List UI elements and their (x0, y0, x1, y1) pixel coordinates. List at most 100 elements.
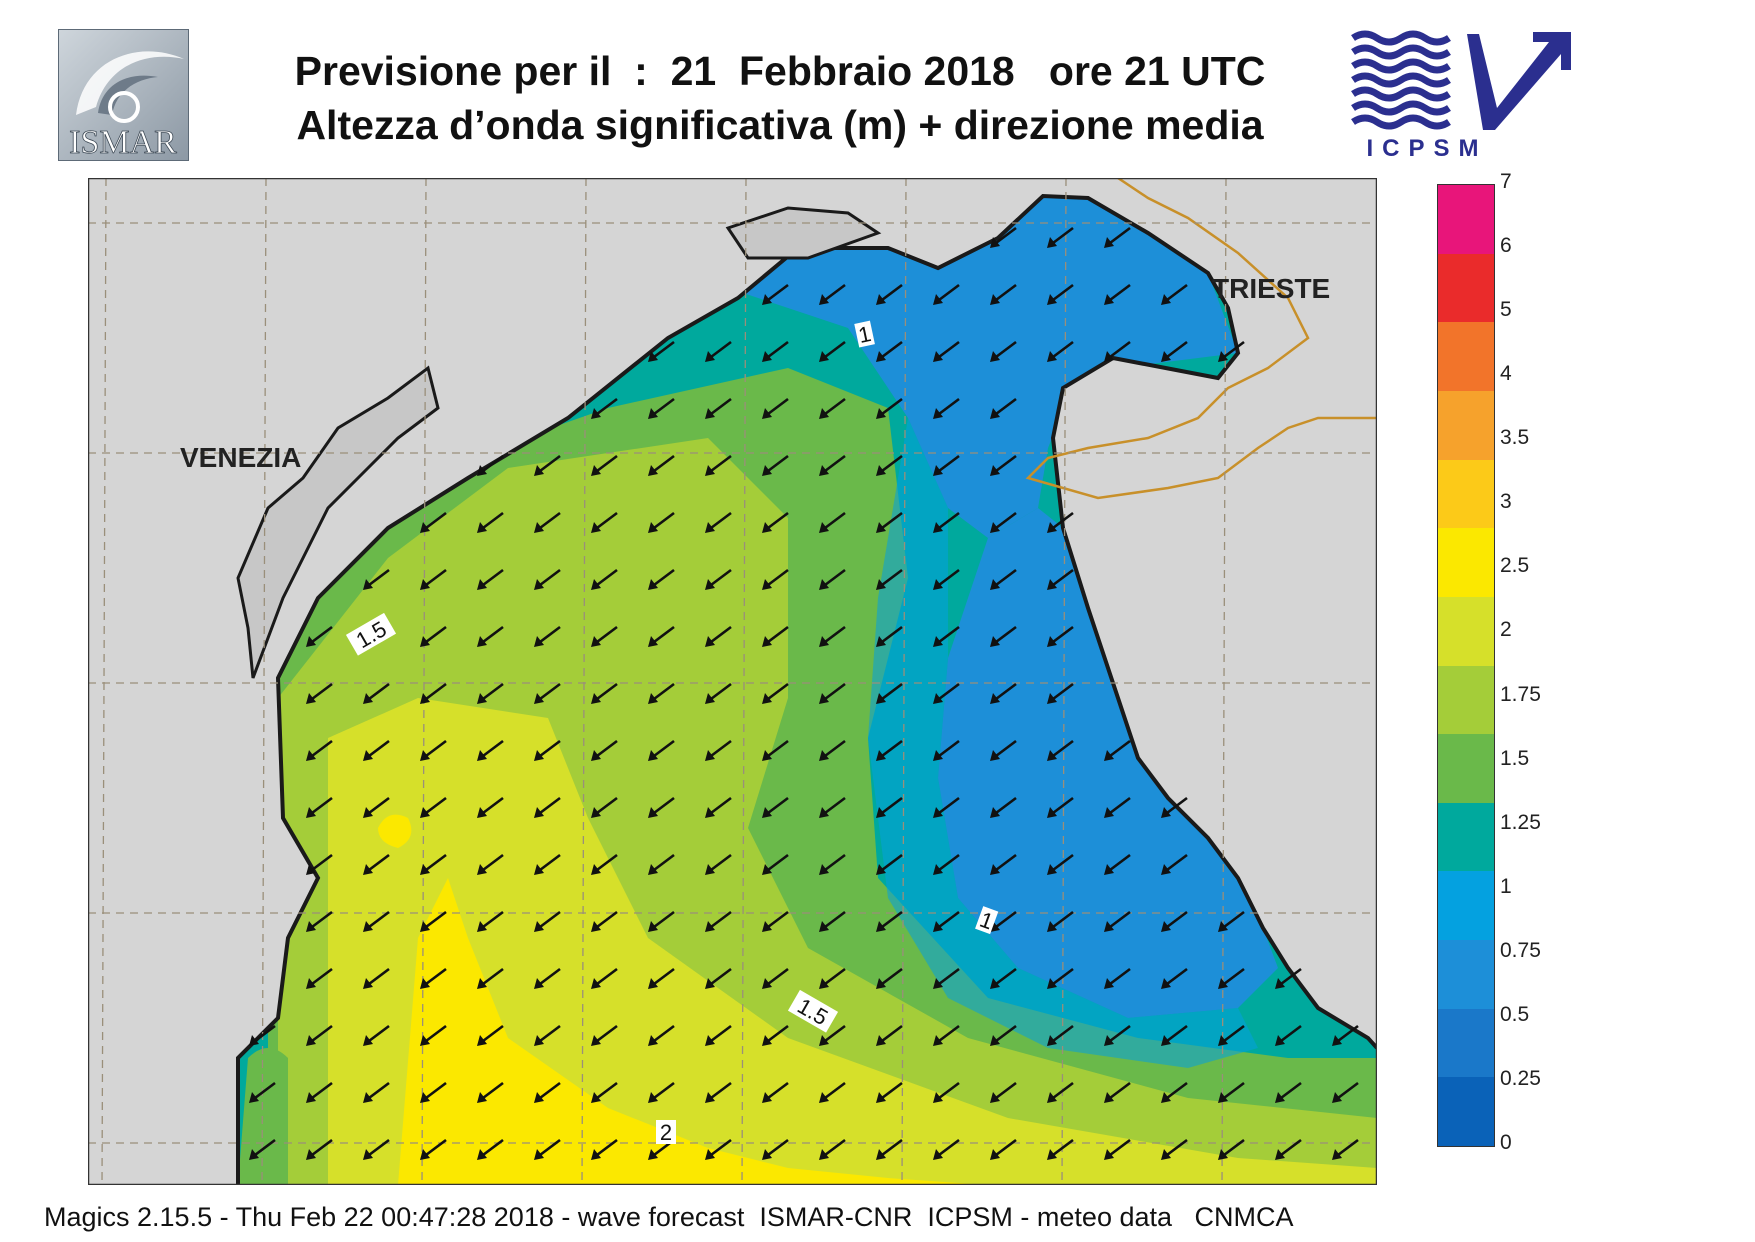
direction-arrow (876, 625, 903, 647)
direction-arrow (648, 853, 675, 875)
direction-arrow (306, 1024, 333, 1046)
direction-arrow (1104, 967, 1131, 989)
direction-arrow (534, 568, 561, 590)
direction-arrow (363, 1081, 390, 1103)
direction-arrow (705, 967, 732, 989)
legend-label: 1 (1500, 874, 1512, 898)
direction-arrow (762, 625, 789, 647)
direction-arrow (705, 397, 732, 419)
direction-arrow (1218, 1081, 1245, 1103)
direction-arrow (933, 967, 960, 989)
legend-swatch (1438, 459, 1494, 529)
direction-arrow (705, 853, 732, 875)
direction-arrow (819, 967, 846, 989)
wave-height-map: 1 1.5 1 1.5 2 (87, 177, 1378, 1186)
direction-arrow (876, 568, 903, 590)
direction-arrow (1161, 1081, 1188, 1103)
direction-arrow (1218, 910, 1245, 932)
direction-arrow (990, 340, 1017, 362)
direction-arrow (1104, 1024, 1131, 1046)
direction-arrow (306, 967, 333, 989)
direction-arrow (420, 1081, 447, 1103)
direction-arrow (1047, 283, 1074, 305)
direction-arrow (1161, 853, 1188, 875)
direction-arrow (819, 511, 846, 533)
direction-arrow (534, 1138, 561, 1160)
direction-arrow (762, 910, 789, 932)
legend-label: 0.25 (1500, 1066, 1541, 1090)
direction-arrow (1104, 853, 1131, 875)
legend-swatch (1438, 253, 1494, 323)
direction-arrow (762, 397, 789, 419)
legend-label: 5 (1500, 298, 1512, 322)
direction-arrow (1104, 910, 1131, 932)
direction-arrow (1161, 910, 1188, 932)
direction-arrow (420, 511, 447, 533)
direction-arrow (1161, 796, 1188, 818)
color-legend (1437, 184, 1495, 1147)
direction-arrow (648, 739, 675, 761)
direction-arrow (306, 625, 333, 647)
direction-arrow (705, 568, 732, 590)
direction-arrow (933, 397, 960, 419)
direction-arrow (819, 796, 846, 818)
direction-arrow (819, 1138, 846, 1160)
direction-arrow (819, 454, 846, 476)
direction-arrow (762, 454, 789, 476)
direction-arrow (420, 1138, 447, 1160)
direction-arrow (933, 682, 960, 704)
direction-arrow (990, 739, 1017, 761)
direction-arrow (705, 454, 732, 476)
legend-swatch (1438, 940, 1494, 1010)
direction-arrow (591, 568, 618, 590)
direction-arrow (933, 796, 960, 818)
direction-arrow (306, 682, 333, 704)
direction-arrow (249, 1138, 276, 1160)
direction-arrow (1332, 1081, 1359, 1103)
direction-arrow (1047, 226, 1074, 248)
direction-arrow (534, 511, 561, 533)
direction-arrow (762, 511, 789, 533)
direction-arrow (990, 853, 1017, 875)
legend-label: 4 (1500, 362, 1512, 386)
direction-arrow (762, 340, 789, 362)
legend-swatch (1438, 1077, 1494, 1147)
direction-arrow (1047, 682, 1074, 704)
direction-arrow (705, 910, 732, 932)
direction-arrow (933, 1024, 960, 1046)
direction-arrow (1275, 967, 1302, 989)
place-label-trieste: TRIESTE (1212, 273, 1330, 304)
direction-arrow (591, 1138, 618, 1160)
direction-arrow (648, 511, 675, 533)
direction-arrow (648, 910, 675, 932)
place-label-venezia: VENEZIA (180, 442, 301, 473)
direction-arrow (933, 910, 960, 932)
direction-arrow (876, 910, 903, 932)
direction-arrow (1332, 1024, 1359, 1046)
direction-arrow (534, 796, 561, 818)
legend-label: 1.5 (1500, 746, 1530, 770)
direction-arrow (819, 625, 846, 647)
direction-arrow (1047, 910, 1074, 932)
direction-arrow (420, 853, 447, 875)
direction-arrow (363, 910, 390, 932)
direction-arrow (420, 682, 447, 704)
direction-arrow (648, 967, 675, 989)
direction-arrow (819, 397, 846, 419)
direction-arrow (534, 1024, 561, 1046)
direction-arrow (477, 1138, 504, 1160)
direction-arrow (990, 511, 1017, 533)
direction-arrow (648, 454, 675, 476)
legend-swatch (1438, 802, 1494, 872)
direction-arrow (1047, 796, 1074, 818)
direction-arrows (249, 226, 1359, 1160)
direction-arrow (876, 283, 903, 305)
direction-arrow (477, 796, 504, 818)
direction-arrow (420, 739, 447, 761)
direction-arrow (363, 568, 390, 590)
direction-arrow (933, 568, 960, 590)
direction-arrow (477, 853, 504, 875)
direction-arrow (1275, 1081, 1302, 1103)
direction-arrow (534, 967, 561, 989)
legend-swatch (1438, 665, 1494, 735)
